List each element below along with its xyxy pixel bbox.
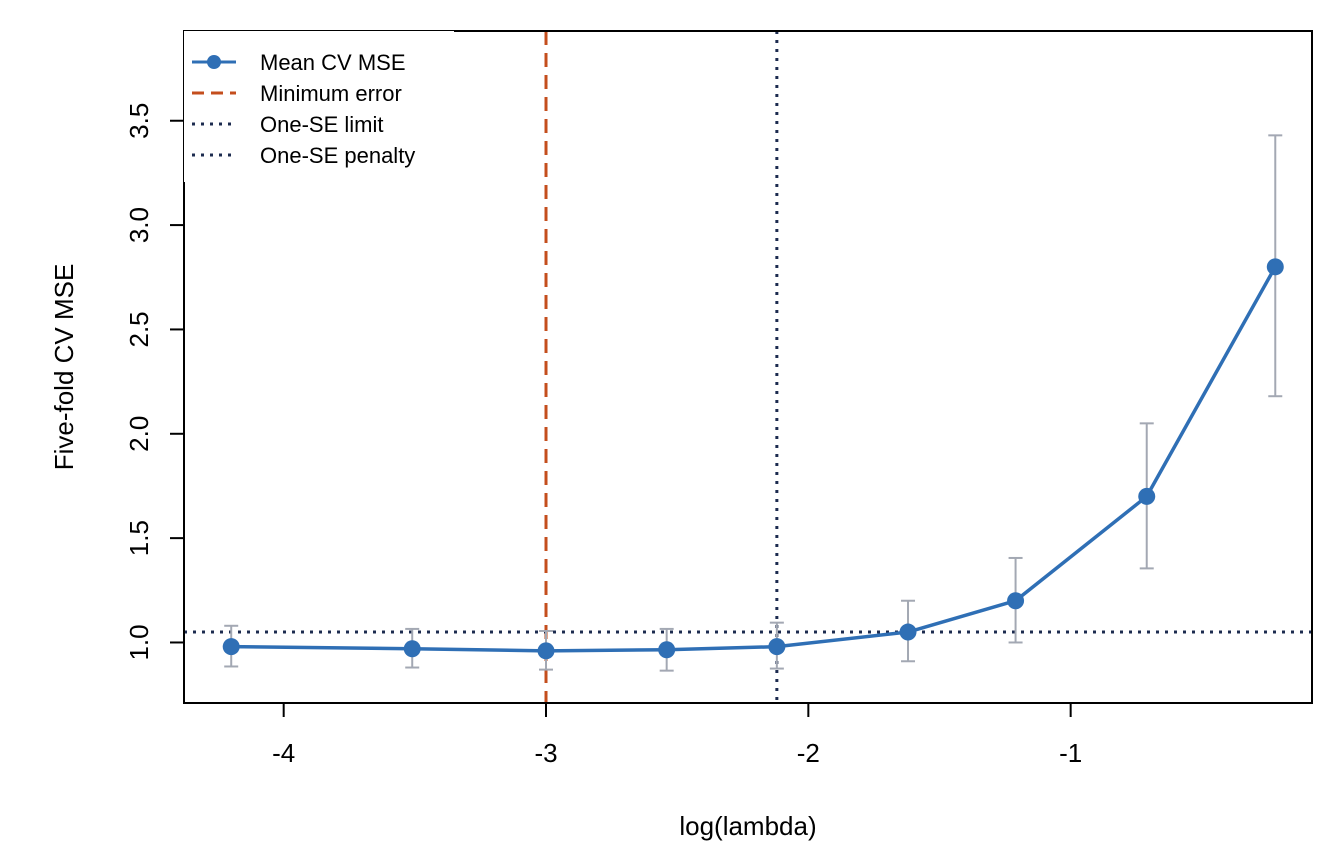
series-line-0 bbox=[231, 265, 1277, 653]
legend: Mean CV MSE Minimum error One-SE limit One-… bbox=[184, 31, 454, 182]
legend-box bbox=[184, 31, 454, 182]
y-tick-label-5: 3.5 bbox=[124, 103, 154, 139]
y-tick-label-1: 1.5 bbox=[124, 520, 154, 556]
data-point-6 bbox=[1007, 592, 1025, 610]
x-axis-title: log(lambda) bbox=[679, 811, 816, 841]
legend-marker-0 bbox=[207, 55, 221, 69]
y-tick-label-0: 1.0 bbox=[124, 624, 154, 660]
data-point-3 bbox=[658, 641, 676, 659]
y-axis: 1.0 1.5 2.0 2.5 3.0 3.5 bbox=[124, 103, 185, 661]
data-point-4 bbox=[768, 638, 786, 656]
x-tick-label-2: -2 bbox=[797, 738, 820, 768]
legend-label-3: One-SE penalty bbox=[260, 143, 415, 168]
data-point-8 bbox=[1266, 258, 1284, 276]
y-tick-label-2: 2.0 bbox=[124, 416, 154, 452]
legend-label-1: Minimum error bbox=[260, 81, 402, 106]
y-axis-title: Five-fold CV MSE bbox=[49, 264, 79, 471]
data-point-0 bbox=[222, 638, 240, 656]
error-bars bbox=[224, 134, 1283, 672]
y-tick-label-4: 3.0 bbox=[124, 207, 154, 243]
reference-lines bbox=[184, 31, 1312, 703]
data-point-2 bbox=[537, 642, 555, 660]
y-tick-label-3: 2.5 bbox=[124, 311, 154, 347]
x-tick-label-1: -3 bbox=[534, 738, 557, 768]
x-tick-label-3: -1 bbox=[1059, 738, 1082, 768]
data-point-1 bbox=[403, 640, 421, 658]
x-tick-label-0: -4 bbox=[272, 738, 295, 768]
legend-label-0: Mean CV MSE bbox=[260, 50, 406, 75]
data-point-5 bbox=[899, 623, 917, 641]
data-point-7 bbox=[1138, 487, 1156, 505]
x-axis: -4 -3 -2 -1 bbox=[272, 702, 1082, 768]
legend-label-2: One-SE limit bbox=[260, 112, 383, 137]
series-layer bbox=[222, 258, 1284, 660]
